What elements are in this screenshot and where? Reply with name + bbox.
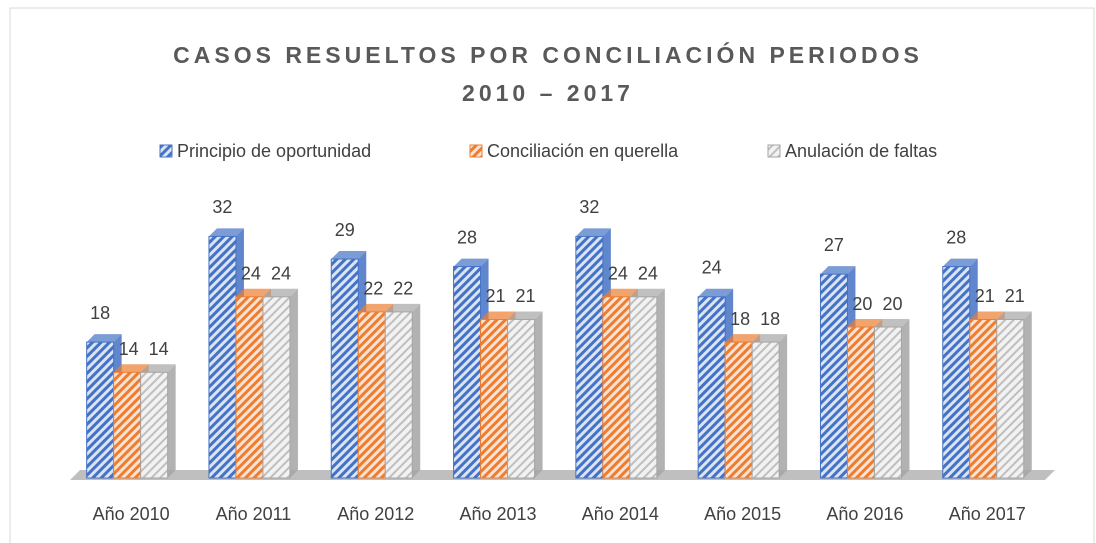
bar-top: [385, 303, 421, 312]
data-label: 24: [241, 264, 261, 284]
bar-top: [847, 319, 883, 327]
bar-side: [779, 334, 788, 478]
bar-top: [752, 334, 788, 343]
bar-top: [507, 311, 543, 320]
bar: [942, 266, 971, 479]
bar: [969, 318, 998, 479]
data-label: 21: [975, 286, 995, 306]
bar-top: [262, 288, 298, 297]
data-label: 24: [608, 264, 628, 284]
x-tick-label: Año 2012: [337, 504, 414, 524]
x-tick-label: Año 2017: [949, 504, 1026, 524]
bar: [575, 235, 604, 479]
bar-top: [480, 311, 516, 320]
bar-side: [412, 303, 421, 478]
bar-top: [113, 364, 149, 373]
floor: [70, 470, 1055, 480]
data-label: 24: [271, 264, 291, 284]
data-label: 18: [760, 309, 780, 329]
bar: [208, 235, 237, 479]
data-label: 18: [730, 309, 750, 329]
data-label: 14: [149, 339, 169, 359]
bar-side: [167, 364, 176, 478]
bar-top: [358, 303, 394, 312]
bar: [330, 258, 359, 479]
bar-top: [602, 288, 638, 297]
bar: [602, 296, 631, 479]
chart-title: CASOS RESUELTOS POR CONCILIACIÓN PERIODO…: [173, 42, 923, 106]
bar: [507, 318, 536, 479]
legend-swatch: [767, 144, 781, 158]
legend-swatch: [159, 144, 173, 158]
x-tick-label: Año 2011: [216, 504, 292, 524]
bar-top: [86, 334, 122, 343]
bar: [453, 266, 482, 479]
data-label: 22: [393, 279, 413, 299]
bar-top: [820, 266, 856, 275]
bar: [140, 371, 169, 479]
bar: [86, 341, 115, 479]
data-label: 18: [90, 303, 110, 323]
data-label: 20: [852, 294, 872, 314]
bar: [751, 341, 780, 479]
bar-top: [942, 258, 978, 267]
bar: [873, 326, 902, 479]
bar-top: [874, 319, 910, 327]
data-label: 22: [363, 279, 383, 299]
data-label: 29: [335, 220, 355, 240]
bar: [724, 341, 753, 479]
bar: [996, 318, 1025, 479]
bar-top: [996, 311, 1032, 320]
bar: [697, 296, 726, 479]
legend-swatch: [469, 144, 483, 158]
data-label: 14: [119, 339, 139, 359]
data-label: 21: [486, 286, 506, 306]
legend-label: Anulación de faltas: [785, 141, 937, 161]
bar-side: [656, 288, 665, 478]
bar: [235, 296, 264, 479]
bar-side: [289, 288, 298, 478]
x-tick-label: Año 2010: [93, 504, 170, 524]
bar-top: [969, 311, 1005, 320]
bar-side: [901, 319, 910, 478]
bar: [629, 296, 658, 479]
x-tick-label: Año 2015: [704, 504, 781, 524]
data-label: 32: [212, 197, 232, 217]
data-label: 21: [516, 286, 536, 306]
bar-top: [575, 228, 611, 237]
data-label: 24: [638, 264, 658, 284]
bar-top: [235, 288, 271, 297]
bar-top: [208, 228, 244, 237]
bar-top: [140, 364, 176, 373]
bar: [819, 273, 848, 479]
chart-border: [9, 7, 1095, 543]
bar: [357, 311, 386, 479]
bar: [384, 311, 413, 479]
data-label: 21: [1005, 286, 1025, 306]
bar-top: [725, 334, 761, 343]
data-label: 20: [882, 294, 902, 314]
bar-top: [629, 288, 665, 297]
bar: [113, 371, 142, 479]
data-label: 28: [457, 227, 477, 247]
bar-side: [1023, 311, 1032, 478]
legend-label: Principio de oportunidad: [177, 141, 371, 161]
data-label: 24: [702, 258, 722, 278]
data-label: 27: [824, 235, 844, 255]
bar: [480, 318, 509, 479]
bar: [262, 296, 291, 479]
bar-side: [534, 311, 543, 478]
x-tick-label: Año 2016: [826, 504, 903, 524]
bar-top: [453, 258, 489, 267]
legend-label: Conciliación en querella: [487, 141, 679, 161]
bar: [846, 326, 875, 479]
bar-top: [698, 288, 734, 297]
bar-top: [331, 251, 367, 260]
data-label: 32: [579, 197, 599, 217]
data-label: 28: [946, 227, 966, 247]
x-tick-label: Año 2013: [460, 504, 537, 524]
x-tick-label: Año 2014: [582, 504, 659, 524]
